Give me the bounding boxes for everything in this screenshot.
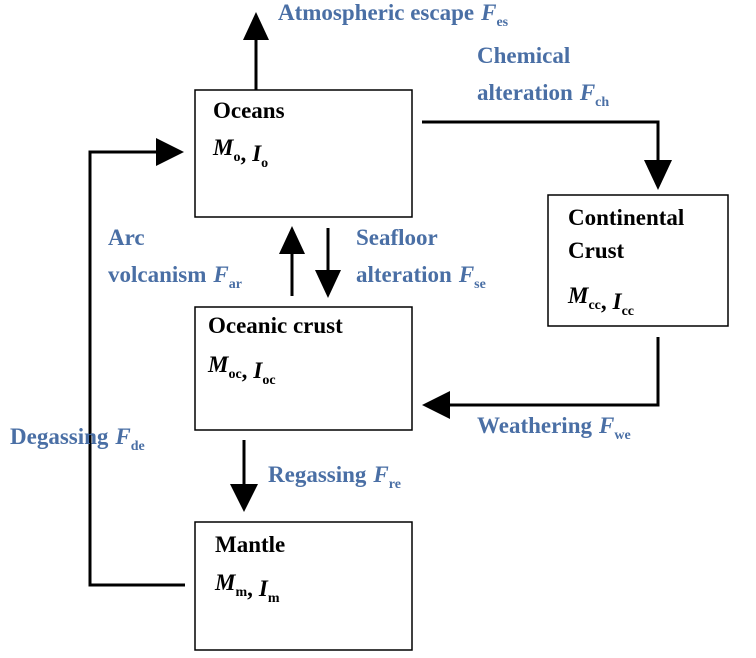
subscript: es [496, 15, 508, 30]
flux-label: Seafloor [356, 225, 438, 250]
flux-label: alteration Fch [477, 80, 609, 110]
oceans-box [194, 89, 413, 218]
symbol: M [212, 135, 235, 160]
separator: , [601, 289, 607, 314]
arrow-line [88, 150, 185, 587]
separator: , [242, 358, 248, 383]
flux-name: alteration [477, 80, 573, 105]
symbol: F [212, 262, 228, 287]
separator: , [247, 576, 253, 601]
flux-label: Arc [108, 225, 145, 250]
flux-label: Chemical [477, 43, 570, 68]
flux-label: alteration Fse [356, 262, 486, 292]
subscript: m [268, 591, 280, 606]
subscript: se [474, 277, 486, 292]
subscript: ch [595, 95, 609, 110]
subscript: oc [228, 367, 241, 382]
symbol: I [612, 289, 623, 314]
arrow-line [448, 337, 660, 407]
subscript: m [235, 585, 247, 600]
symbol: F [480, 0, 496, 25]
subscript: cc [588, 298, 600, 313]
mantle-box [194, 521, 413, 651]
arrow-head [315, 270, 341, 298]
symbol: M [207, 352, 230, 377]
node-variables: Mm, Im [214, 570, 280, 606]
flux-name: Regassing [268, 462, 367, 487]
arrow-line [422, 120, 660, 162]
symbol: F [372, 462, 388, 487]
node-variables: Mo, Io [212, 135, 268, 171]
symbol: I [258, 576, 269, 601]
symbol: F [579, 80, 595, 105]
flux-name: Chemical [477, 43, 570, 68]
arrow-head [243, 12, 269, 40]
subscript: o [233, 150, 240, 165]
symbol: M [567, 283, 590, 308]
subscript: cc [622, 304, 634, 319]
flux-label: Regassing Fre [268, 462, 401, 492]
flux-name: Arc [108, 225, 145, 250]
symbol: F [458, 262, 474, 287]
symbol: I [252, 358, 263, 383]
flux-label: Atmospheric escape Fes [278, 0, 509, 30]
flux-name: volcanism [108, 262, 206, 287]
subscript: o [261, 156, 268, 171]
flux-name: Degassing [10, 424, 109, 449]
flux-label: volcanism Far [108, 262, 242, 292]
flux-name: Seafloor [356, 225, 438, 250]
node-variables: Moc, Ioc [207, 352, 276, 388]
flux-name: Atmospheric escape [278, 0, 474, 25]
node-label: Continental [568, 205, 684, 230]
arrow-head [279, 226, 305, 254]
node-label: Mantle [215, 532, 285, 557]
flux-label: Weathering Fwe [477, 413, 631, 443]
flux-label: Degassing Fde [10, 424, 145, 454]
oceanic-crust-box [194, 306, 413, 431]
symbol: M [214, 570, 237, 595]
subscript: de [131, 439, 145, 454]
subscript: we [614, 428, 630, 443]
symbol: I [251, 141, 262, 166]
node-label: Oceanic crust [208, 313, 343, 338]
arrow-head [156, 138, 184, 166]
flux-name: Weathering [477, 413, 592, 438]
flux-name: alteration [356, 262, 452, 287]
arrow-head [644, 160, 672, 190]
subscript: ar [229, 277, 242, 292]
subscript: re [389, 477, 401, 492]
continental-crust-box [547, 194, 729, 327]
node-label: Crust [568, 238, 625, 263]
arrow-head [422, 391, 450, 419]
node-label: Oceans [213, 98, 285, 123]
symbol: F [598, 413, 614, 438]
symbol: F [114, 424, 130, 449]
node-variables: Mcc, Icc [567, 283, 634, 319]
subscript: oc [262, 373, 275, 388]
separator: , [240, 141, 246, 166]
arrow-head [230, 484, 258, 512]
